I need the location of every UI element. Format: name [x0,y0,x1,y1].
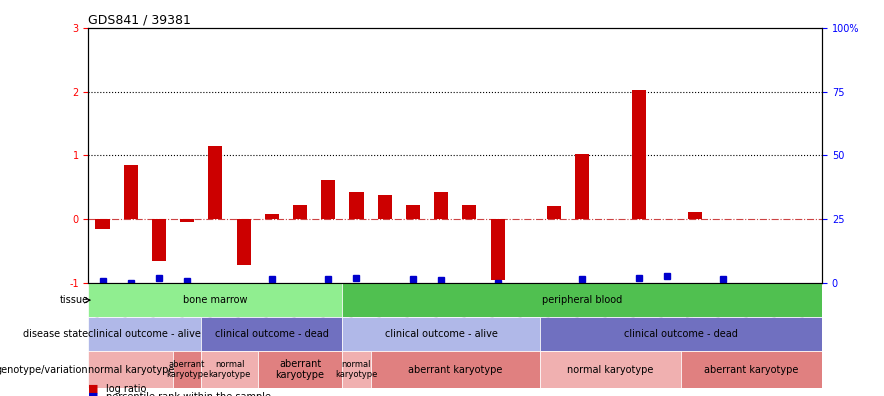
Bar [575,154,590,219]
Bar [688,211,702,219]
Bar [293,205,307,219]
Text: ■: ■ [88,384,99,394]
FancyBboxPatch shape [540,317,822,351]
Bar [124,165,138,219]
Text: ■: ■ [88,392,99,396]
Bar [406,205,420,219]
Text: percentile rank within the sample: percentile rank within the sample [106,392,271,396]
Bar [349,192,363,219]
FancyBboxPatch shape [88,351,173,388]
Bar [265,214,278,219]
Text: bone marrow: bone marrow [183,295,248,305]
FancyBboxPatch shape [342,351,370,388]
Text: normal karyotype: normal karyotype [88,365,174,375]
FancyBboxPatch shape [202,351,258,388]
FancyBboxPatch shape [342,317,540,351]
FancyBboxPatch shape [370,351,540,388]
Text: clinical outcome - dead: clinical outcome - dead [624,329,738,339]
Text: normal
karyotype: normal karyotype [335,360,377,379]
FancyBboxPatch shape [342,283,822,317]
Text: aberrant karyotype: aberrant karyotype [705,365,799,375]
Bar [209,146,223,219]
Text: normal karyotype: normal karyotype [568,365,653,375]
Bar [547,206,561,219]
Bar [152,219,166,261]
FancyBboxPatch shape [88,317,202,351]
FancyBboxPatch shape [88,283,342,317]
Bar [377,195,392,219]
Text: log ratio: log ratio [106,384,147,394]
FancyBboxPatch shape [681,351,822,388]
FancyBboxPatch shape [202,317,342,351]
FancyBboxPatch shape [173,351,202,388]
Bar [434,192,448,219]
Bar [95,219,110,229]
Text: clinical outcome - alive: clinical outcome - alive [88,329,202,339]
Text: peripheral blood: peripheral blood [542,295,622,305]
Bar [180,219,194,223]
Text: aberrant karyotype: aberrant karyotype [408,365,502,375]
Text: GDS841 / 39381: GDS841 / 39381 [88,13,191,27]
FancyBboxPatch shape [258,351,342,388]
Text: aberrant
karyotype: aberrant karyotype [276,359,324,381]
Bar [462,205,476,219]
Text: tissue: tissue [59,295,88,305]
Text: normal
karyotype: normal karyotype [209,360,251,379]
Text: clinical outcome - dead: clinical outcome - dead [215,329,329,339]
Bar [632,90,645,219]
Text: disease state: disease state [23,329,88,339]
Bar [321,180,335,219]
Text: genotype/variation: genotype/variation [0,365,88,375]
Text: clinical outcome - alive: clinical outcome - alive [385,329,498,339]
FancyBboxPatch shape [540,351,681,388]
Text: aberrant
karyotype: aberrant karyotype [166,360,209,379]
Bar [237,219,251,265]
Bar [491,219,505,280]
